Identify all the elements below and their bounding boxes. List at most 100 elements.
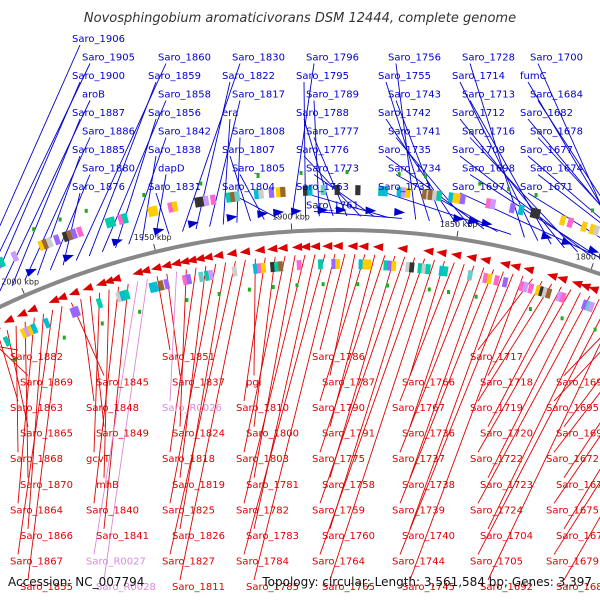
reverse-gene-arrow xyxy=(132,267,144,276)
forward-leader-line xyxy=(469,100,552,245)
cog-category-block xyxy=(358,259,364,270)
forward-gene-arrow xyxy=(540,231,553,240)
reverse-gene-arrow xyxy=(557,276,569,284)
reverse-leader-line xyxy=(487,280,543,376)
feature-marker xyxy=(321,282,325,287)
feature-marker xyxy=(185,298,189,303)
cog-category-block xyxy=(555,290,563,302)
reverse-leader-line xyxy=(179,259,246,581)
forward-leader-line xyxy=(385,118,458,225)
forward-gene-label: Saro_1709 xyxy=(452,145,505,156)
reverse-gene-arrow xyxy=(194,254,205,262)
cog-category-block xyxy=(52,234,62,246)
cog-category-block xyxy=(489,198,497,210)
forward-leader-line xyxy=(115,118,157,249)
cog-category-block xyxy=(362,259,368,270)
scale-tick xyxy=(456,230,459,237)
forward-gene-label: Saro_1674 xyxy=(530,164,583,175)
reverse-gene-label: Saro_1676 xyxy=(556,531,600,542)
reverse-gene-label: Saro_1699 xyxy=(556,429,600,440)
forward-gene-label: Saro_1733 xyxy=(378,182,431,193)
reverse-gene-arrow xyxy=(16,308,28,317)
reverse-gene-arrow xyxy=(95,278,107,287)
scale-tick xyxy=(21,287,25,294)
cog-category-block xyxy=(123,289,131,301)
forward-leader-line xyxy=(222,118,231,225)
forward-leader-line xyxy=(459,81,539,241)
reverse-gene-label: Saro_1717 xyxy=(470,352,523,363)
cog-category-block xyxy=(185,273,193,285)
forward-gene-label: Saro_1885 xyxy=(72,145,125,156)
reverse-gene-label: Saro_1767 xyxy=(392,403,445,414)
reverse-gene-label: Saro_1775 xyxy=(312,454,365,465)
forward-gene-label: Saro_1773 xyxy=(306,164,359,175)
forward-leader-line xyxy=(527,155,600,219)
reverse-leader-line xyxy=(103,283,129,529)
reverse-gene-label: Saro_1865 xyxy=(20,429,73,440)
reverse-gene-label: Saro_R0026 xyxy=(162,403,222,414)
reverse-gene-arrow xyxy=(546,273,558,281)
forward-gene-label: Saro_1796 xyxy=(306,53,359,64)
forward-leader-line xyxy=(49,174,91,271)
reverse-gene-label: Saro_1718 xyxy=(480,378,533,389)
cog-category-block xyxy=(459,193,467,205)
cog-category-block xyxy=(108,216,117,228)
reverse-gene-arrow xyxy=(139,265,151,274)
forward-leader-line xyxy=(313,211,403,219)
reverse-leader-line xyxy=(329,257,416,530)
reverse-gene-label: Saro_1848 xyxy=(86,403,139,414)
forward-leader-line xyxy=(395,100,444,223)
reverse-gene-label: Saro_1785 xyxy=(246,582,299,593)
forward-gene-label: era xyxy=(222,108,238,119)
cog-category-block xyxy=(65,229,74,241)
feature-marker xyxy=(256,173,260,178)
cog-category-block xyxy=(588,223,597,235)
cog-category-block xyxy=(2,335,12,347)
reverse-gene-arrow xyxy=(450,251,462,260)
forward-gene-label: Saro_1777 xyxy=(306,127,359,138)
reverse-gene-arrow xyxy=(202,252,214,261)
reverse-leader-line xyxy=(80,299,95,402)
forward-gene-label: Saro_1842 xyxy=(158,127,211,138)
reverse-leader-line xyxy=(253,253,336,581)
feature-marker xyxy=(199,181,203,186)
forward-gene-label: Saro_1831 xyxy=(148,182,201,193)
reverse-leader-line xyxy=(243,254,306,504)
reverse-gene-arrow xyxy=(588,286,600,295)
forward-gene-label: dapD xyxy=(158,164,185,175)
reverse-gene-arrow xyxy=(322,242,333,251)
cog-category-block xyxy=(260,262,267,274)
reverse-gene-arrow xyxy=(299,242,311,251)
reverse-gene-label: Saro_1882 xyxy=(10,352,63,363)
reverse-gene-arrow xyxy=(571,280,583,289)
reverse-gene-label: Saro_1719 xyxy=(470,403,523,414)
reverse-leader-line xyxy=(103,278,148,581)
reverse-gene-label: Saro_1765 xyxy=(322,582,375,593)
reverse-leader-line xyxy=(253,255,296,478)
cog-category-block xyxy=(115,291,123,303)
reverse-gene-arrow xyxy=(358,242,369,251)
reverse-gene-arrow xyxy=(110,273,122,282)
forward-gene-label: Saro_1808 xyxy=(232,127,285,138)
reverse-gene-label: Saro_1825 xyxy=(162,505,215,516)
forward-leader-line xyxy=(37,155,81,276)
feature-marker xyxy=(138,309,142,314)
reverse-gene-arrow xyxy=(160,260,172,269)
feature-marker xyxy=(424,174,428,179)
reverse-leader-line xyxy=(166,273,181,376)
reverse-gene-arrow xyxy=(309,242,321,251)
cog-category-block xyxy=(104,217,113,229)
reverse-gene-arrow xyxy=(480,256,491,265)
reverse-gene-label: Saro_1868 xyxy=(10,454,63,465)
forward-leader-line xyxy=(469,63,525,238)
forward-gene-label: Saro_1830 xyxy=(232,53,285,64)
forward-gene-label: Saro_1714 xyxy=(452,71,505,82)
forward-gene-arrow xyxy=(25,268,37,277)
forward-gene-label: Saro_1858 xyxy=(158,90,211,101)
scale-tick-label: 2000 kbp xyxy=(1,278,39,287)
cog-category-block xyxy=(534,284,542,296)
cog-category-block xyxy=(580,221,589,233)
forward-leader-line xyxy=(182,63,241,232)
cog-category-block xyxy=(207,269,215,281)
